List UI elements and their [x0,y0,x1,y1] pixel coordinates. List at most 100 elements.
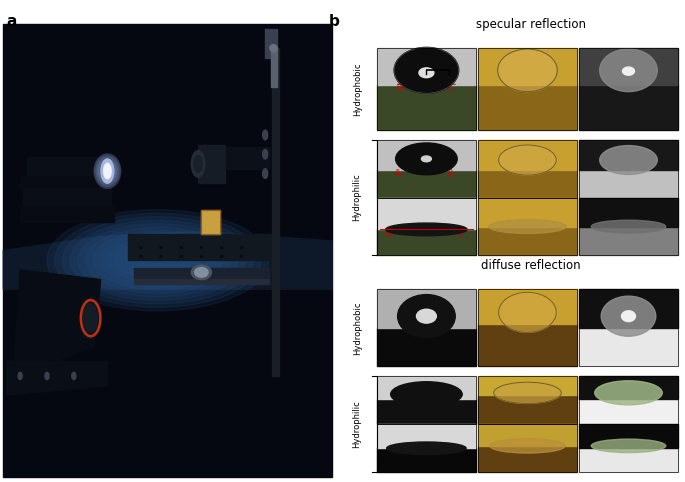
Ellipse shape [421,156,432,162]
Bar [377,424,476,448]
Ellipse shape [98,159,117,184]
Bar [579,424,678,472]
Ellipse shape [396,143,457,175]
Bar [134,279,269,284]
Ellipse shape [191,150,205,177]
Text: Hydrophilic: Hydrophilic [351,174,361,222]
Ellipse shape [180,255,182,257]
Bar [377,140,476,198]
Ellipse shape [200,255,203,257]
Ellipse shape [494,382,561,403]
Ellipse shape [621,311,636,321]
Bar [377,170,476,198]
Bar [579,328,678,366]
Ellipse shape [599,49,658,92]
Ellipse shape [72,372,76,380]
Ellipse shape [103,163,111,179]
Ellipse shape [55,213,261,308]
Ellipse shape [195,268,208,277]
Bar [265,29,277,58]
Text: $\theta_2$: $\theta_2$ [456,227,466,240]
Bar [377,328,476,366]
Ellipse shape [94,154,121,188]
Ellipse shape [595,381,662,405]
Polygon shape [3,231,332,289]
Text: b: b [329,14,340,29]
Bar [198,145,225,183]
Ellipse shape [95,155,119,187]
Text: Hydrophobic: Hydrophobic [353,301,362,354]
Text: a: a [7,14,17,29]
Ellipse shape [386,442,466,455]
Ellipse shape [180,247,182,249]
Bar [478,289,577,366]
Bar [478,395,577,424]
Text: 1 mm: 1 mm [423,57,451,67]
Bar [377,448,476,472]
Polygon shape [14,270,101,376]
Text: diffuse reflection: diffuse reflection [481,259,581,272]
Ellipse shape [70,220,245,300]
Bar [579,140,678,198]
Ellipse shape [591,439,666,453]
Text: Hydrophilic: Hydrophilic [351,400,361,448]
Bar [478,424,577,472]
Bar [201,210,220,234]
Bar [579,198,678,255]
Ellipse shape [499,145,556,175]
Bar [579,170,678,198]
Ellipse shape [140,247,142,249]
Ellipse shape [419,68,434,78]
Text: specular reflection: specular reflection [476,18,586,31]
Bar [23,188,111,207]
Ellipse shape [221,247,223,249]
Bar [478,198,577,227]
Bar [377,48,476,130]
Bar [579,198,678,227]
Ellipse shape [101,162,114,180]
Ellipse shape [416,309,436,323]
Text: $\theta_2$: $\theta_2$ [447,167,457,180]
Ellipse shape [62,217,253,304]
Bar [377,376,476,424]
Ellipse shape [499,292,556,333]
Bar [377,198,476,229]
Ellipse shape [262,130,268,140]
Ellipse shape [386,223,467,236]
Ellipse shape [47,210,269,311]
Bar [478,376,577,395]
Ellipse shape [93,231,223,290]
Ellipse shape [262,169,268,178]
Bar [478,424,577,446]
Ellipse shape [102,164,113,178]
Bar [579,399,678,424]
Bar [478,85,577,130]
Bar [579,140,678,170]
Bar [377,140,476,170]
Bar [377,376,476,399]
Bar [201,147,269,169]
Ellipse shape [240,255,243,257]
Ellipse shape [160,255,162,257]
Ellipse shape [397,295,456,338]
Bar [478,170,577,198]
Bar [579,424,678,448]
Ellipse shape [140,255,142,257]
Ellipse shape [194,155,202,173]
Ellipse shape [270,44,277,52]
Bar [20,176,111,188]
Bar [134,268,269,280]
Ellipse shape [18,372,22,380]
Bar [478,48,577,130]
Ellipse shape [623,67,634,75]
Ellipse shape [390,382,462,407]
Ellipse shape [490,439,565,453]
Ellipse shape [200,247,203,249]
Ellipse shape [599,146,658,174]
Text: $\theta_1$: $\theta_1$ [384,227,393,240]
Ellipse shape [191,265,212,280]
Bar [478,48,577,85]
Ellipse shape [97,157,119,185]
Polygon shape [7,362,108,395]
Bar [271,48,277,87]
